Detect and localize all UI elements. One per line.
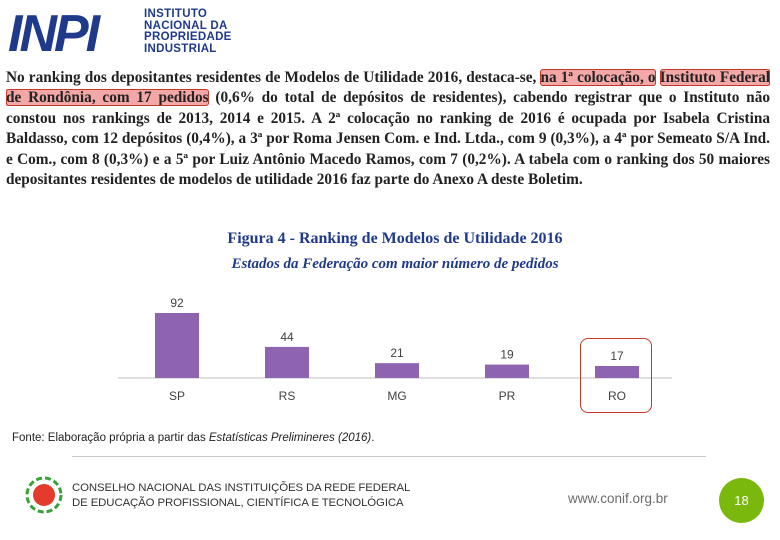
tick-label-mg: MG: [387, 389, 406, 403]
page-number-badge: 18: [719, 478, 764, 523]
paragraph-bold: Modelos de Utilidade 2016: [284, 69, 459, 86]
tick-label-ro: RO: [608, 389, 626, 403]
data-label-ro: 17: [610, 349, 624, 363]
ro-highlight-box: [580, 338, 652, 413]
data-label-sp: 92: [170, 296, 184, 310]
inpi-logo: INPI INSTITUTO NACIONAL DA PROPRIEDADE I…: [8, 6, 240, 56]
conif-line: DE EDUCAÇÃO PROFISSIONAL, CIENTÍFICA E T…: [72, 496, 404, 509]
inpi-name: INSTITUTO NACIONAL DA PROPRIEDADE INDUST…: [144, 8, 232, 55]
website-link[interactable]: www.conif.org.br: [568, 491, 668, 506]
bar-rs: [265, 346, 309, 378]
bar-chart: 92 SP 44 RS 21 MG 19 PR 17 RO: [118, 296, 672, 403]
data-label-rs: 44: [280, 330, 294, 344]
conif-line: CONSELHO NACIONAL DAS INSTITUIÇÕES DA RE…: [72, 482, 411, 494]
paragraph-text: (0,6% do total de depósitos de residente…: [6, 89, 770, 189]
highlight-first-place: na 1ª colocação, o: [540, 69, 656, 86]
inpi-name-line: INDUSTRIAL: [144, 42, 217, 55]
source-prefix: Fonte: Elaboração própria a partir das: [12, 432, 209, 444]
inpi-name-line: PROPRIEDADE: [144, 31, 232, 43]
paragraph-text: , destaca-se,: [458, 69, 541, 86]
source-italic: Estatísticas Prelimineres (2016): [208, 432, 372, 444]
inpi-name-line: NACIONAL DA: [144, 19, 228, 32]
inpi-name-line: INSTITUTO: [144, 8, 208, 20]
paragraph-text: No ranking dos depositantes residentes d…: [6, 69, 285, 86]
figure-subtitle: Estados da Federação com maior número de…: [231, 256, 559, 272]
bar-mg: [375, 363, 419, 378]
conif-name: CONSELHO NACIONAL DAS INSTITUIÇÕES DA RE…: [72, 481, 410, 510]
figure-source: Fonte: Elaboração própria a partir das E…: [12, 432, 374, 444]
tick-label-sp: SP: [169, 389, 185, 403]
inpi-logo-mark: INPI: [8, 6, 105, 56]
figure-title: Figura 4 - Ranking de Modelos de Utilida…: [227, 230, 563, 247]
body-paragraph: No ranking dos depositantes residentes d…: [6, 68, 770, 190]
conif-logo-icon: [25, 476, 63, 514]
data-label-mg: 21: [390, 346, 404, 360]
inpi-letters: INPI: [8, 6, 102, 56]
bar-ro: [595, 365, 639, 378]
bar-sp: [155, 313, 199, 378]
footer-divider: [72, 456, 706, 457]
tick-label-pr: PR: [499, 389, 516, 403]
data-label-pr: 19: [500, 348, 514, 362]
tick-label-rs: RS: [279, 389, 296, 403]
source-suffix: .: [371, 432, 375, 444]
bar-pr: [485, 364, 529, 378]
